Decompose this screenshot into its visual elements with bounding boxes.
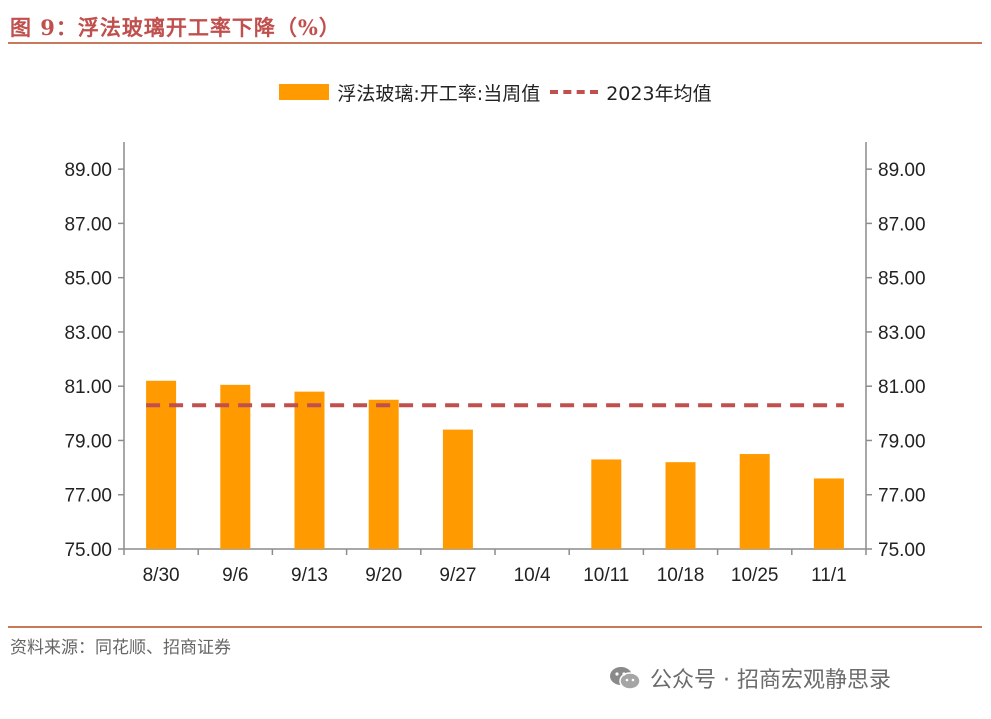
bar [294,391,325,549]
x-tick-label: 9/6 [222,565,248,586]
y-tick-label-left: 79.00 [64,431,112,452]
source-note: 资料来源：同花顺、招商证券 [10,638,231,658]
y-tick-label-right: 79.00 [878,431,926,452]
legend-label-bar: 浮法玻璃:开工率:当周值 [337,82,541,105]
bar [739,454,770,549]
chart-legend: 浮法玻璃:开工率:当周值 2023年均值 [0,78,991,106]
watermark-text: 公众号 · 招商宏观静思录 [650,668,891,693]
y-tick-label-right: 77.00 [878,486,926,507]
x-tick-label: 10/25 [731,565,779,586]
title-divider [8,42,982,44]
y-tick-label-left: 77.00 [64,486,112,507]
y-tick-label-left: 75.00 [64,540,112,561]
y-tick-label-right: 83.00 [878,323,926,344]
wechat-icon [608,664,642,692]
x-tick-label: 8/30 [143,565,180,586]
watermark: 公众号 · 招商宏观静思录 [608,662,891,694]
bar [146,380,177,549]
x-tick-label: 11/1 [811,565,847,586]
bar [442,429,473,549]
bar [220,384,251,549]
x-tick-label: 9/20 [365,565,402,586]
y-tick-label-right: 75.00 [878,540,926,561]
y-tick-label-right: 89.00 [878,160,926,181]
y-tick-label-right: 81.00 [878,377,926,398]
x-tick-label: 10/18 [657,565,705,586]
bar [813,478,844,549]
y-tick-label-left: 83.00 [64,323,112,344]
legend-label-line: 2023年均值 [606,82,712,105]
legend-item-bar: 浮法玻璃:开工率:当周值 [279,79,540,106]
footer-divider [8,626,982,628]
x-tick-label: 9/27 [439,565,476,586]
y-tick-label-right: 85.00 [878,269,926,290]
legend-swatch-bar [279,84,330,100]
legend-swatch-line [550,90,599,94]
bar [368,399,399,549]
bar [591,459,622,549]
x-tick-label: 10/11 [583,565,629,586]
y-tick-label-left: 85.00 [64,269,112,290]
bar [665,462,696,549]
chart-title: 图 9：浮法玻璃开工率下降（%） [10,15,341,40]
y-tick-label-right: 87.00 [878,214,926,235]
y-tick-label-left: 87.00 [64,214,112,235]
x-tick-label: 10/4 [514,565,551,586]
legend-item-line: 2023年均值 [550,79,712,106]
x-tick-label: 9/13 [291,565,328,586]
y-tick-label-left: 89.00 [64,160,112,181]
y-tick-label-left: 81.00 [64,377,112,398]
